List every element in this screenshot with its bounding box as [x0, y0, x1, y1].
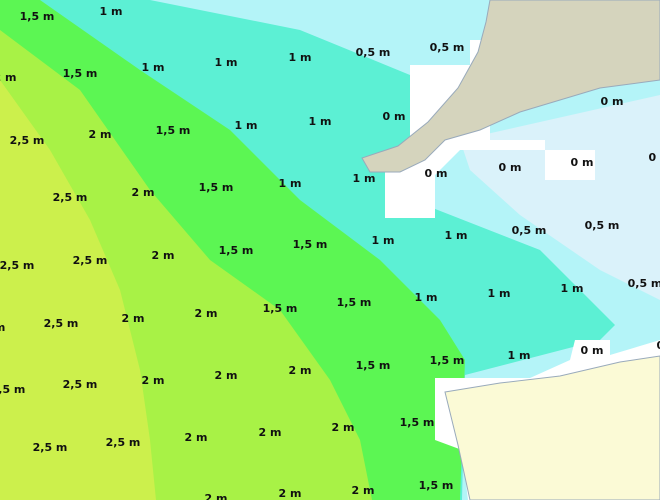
- wave-height-label: 1,5 m: [263, 302, 298, 315]
- england-land: [361, 0, 660, 173]
- wave-height-label: 1,5 m: [430, 354, 465, 367]
- wave-height-label: 1,5 m: [293, 238, 328, 251]
- wave-height-label: 1,5 m: [219, 244, 254, 257]
- wave-height-label: 1 m: [235, 119, 258, 132]
- wave-height-label: 1,5 m: [156, 124, 191, 137]
- wave-height-label: 2,5 m: [53, 191, 88, 204]
- wave-height-label: 1 m: [100, 5, 123, 18]
- wave-height-label: 1 m: [488, 287, 511, 300]
- wave-height-label: 2 m: [185, 431, 208, 444]
- wave-height-label: 1,5 m: [20, 10, 55, 23]
- wave-height-label: 1 m: [415, 291, 438, 304]
- wave-height-label: 0 m: [657, 339, 660, 352]
- wave-height-label: 2 m: [215, 369, 238, 382]
- wave-height-label: 1 m: [289, 51, 312, 64]
- wave-height-label: 2,5 m: [33, 441, 68, 454]
- wave-height-label: 2,5 m: [0, 259, 34, 272]
- wave-height-label: 2 m: [279, 487, 302, 500]
- wave-height-label: 2,5 m: [0, 383, 25, 396]
- wave-height-label: 0 m: [601, 95, 624, 108]
- wave-height-label: 2 m: [0, 71, 16, 84]
- wave-height-label: 1,5 m: [337, 296, 372, 309]
- wave-height-label: 1,5 m: [356, 359, 391, 372]
- wave-height-label: 2 m: [122, 312, 145, 325]
- wave-height-label: 1 m: [445, 229, 468, 242]
- wave-height-label: 0,5 m: [628, 277, 660, 290]
- wave-height-label: 1 m: [561, 282, 584, 295]
- labels: 1,5 m 1 m 0,5 m 0,5 m 2 m 1,5 m 1 m 1 m 1 m 0 m 1 …: [0, 5, 660, 500]
- wave-height-label: 0 m: [383, 110, 406, 123]
- wave-height-label: 1 m: [508, 349, 531, 362]
- sea-zone-2-5m: [0, 80, 156, 500]
- wave-height-label: 0,5 m: [512, 224, 547, 237]
- wave-height-label: 2,5 m: [106, 436, 141, 449]
- wave-height-label: 1 m: [372, 234, 395, 247]
- wave-height-label: 2 m: [132, 186, 155, 199]
- wave-height-label: 2 m: [332, 421, 355, 434]
- wave-height-label: 0,5 m: [430, 41, 465, 54]
- wave-height-label: 0,5 m: [585, 219, 620, 232]
- wave-height-label: 2 m: [259, 426, 282, 439]
- wave-height-label: 2 m: [289, 364, 312, 377]
- wave-height-label: 1 m: [353, 172, 376, 185]
- wave-height-label: 1,5 m: [400, 416, 435, 429]
- wave-height-label: 2,5 m: [44, 317, 79, 330]
- wave-height-label: 0 m: [499, 161, 522, 174]
- wave-height-label: 1,5 m: [63, 67, 98, 80]
- brittany-land: [444, 355, 660, 500]
- wave-height-label: 2 m: [352, 484, 375, 497]
- wave-height-label: 2,5 m: [0, 321, 5, 334]
- wave-height-label: 0 m: [425, 167, 448, 180]
- wave-height-label: 0 m: [581, 344, 604, 357]
- wave-height-label: 2,5 m: [63, 378, 98, 391]
- wave-height-label: 1,5 m: [419, 479, 454, 492]
- wave-height-label: 2 m: [195, 307, 218, 320]
- wave-height-label: 1 m: [215, 56, 238, 69]
- land-mask: [385, 40, 595, 218]
- wave-height-label: 2 m: [205, 492, 228, 500]
- wave-height-label: 2 m: [152, 249, 175, 262]
- wave-height-label: 1 m: [279, 177, 302, 190]
- wave-height-label: 2 m: [142, 374, 165, 387]
- wave-height-label: 0 m: [649, 151, 660, 164]
- wave-height-label: 0,5 m: [356, 46, 391, 59]
- wave-height-label: 2,5 m: [73, 254, 108, 267]
- wave-height-label: 2,5 m: [10, 134, 45, 147]
- wave-height-label: 1 m: [142, 61, 165, 74]
- wave-height-label: 1,5 m: [199, 181, 234, 194]
- wave-height-label: 1 m: [309, 115, 332, 128]
- wave-height-label: 0 m: [571, 156, 594, 169]
- wave-height-label: 2 m: [89, 128, 112, 141]
